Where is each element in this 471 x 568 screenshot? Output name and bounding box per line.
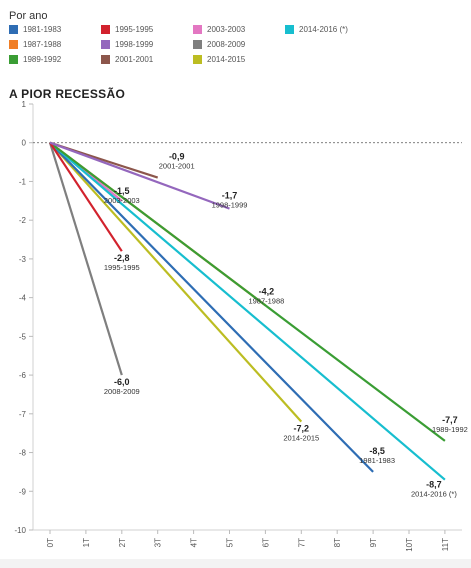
data-label-period: 2008-2009 [104, 387, 140, 396]
legend-swatch [193, 40, 202, 49]
x-tick-label: 1T [82, 538, 91, 547]
legend-label: 2014-2015 [207, 55, 246, 64]
series-line [49, 141, 446, 442]
data-label-period: 2014-2016 (*) [411, 490, 457, 499]
legend-item[interactable]: 1989-1992 [9, 55, 61, 64]
x-tick-label: 10T [405, 538, 414, 552]
data-label-value: -7,2 [294, 424, 310, 434]
data-label-period: 2003-2003 [104, 196, 140, 205]
x-tick-label: 9T [369, 538, 378, 547]
y-tick-label: -9 [19, 487, 27, 496]
x-tick-label: 5T [226, 538, 235, 547]
series-line [49, 142, 123, 252]
data-label-period: 1998-1999 [212, 201, 248, 210]
legend-swatch [285, 25, 294, 34]
legend-label: 2014-2016 (*) [299, 25, 348, 34]
y-tick-label: -2 [19, 216, 27, 225]
legend-item[interactable]: 2014-2016 (*) [285, 25, 348, 34]
legend-title: Por ano [9, 10, 48, 22]
series-line [49, 141, 303, 423]
data-label-value: -4,2 [259, 286, 275, 296]
legend-label: 1981-1983 [23, 25, 62, 34]
x-tick-label: 11T [441, 538, 450, 551]
legend-item[interactable]: 2003-2003 [193, 25, 245, 34]
data-label-period: 2001-2001 [159, 162, 195, 171]
legend-swatch [193, 25, 202, 34]
legend-label: 2001-2001 [115, 55, 154, 64]
data-label-period: 1995-1995 [104, 263, 140, 272]
chart-title: A PIOR RECESSÃO [9, 87, 126, 101]
data-label-value: -1,5 [114, 186, 130, 196]
y-tick-label: 0 [22, 139, 27, 148]
data-label-period: 2014-2015 [283, 434, 319, 443]
legend-swatch [101, 25, 110, 34]
legend-label: 2008-2009 [207, 40, 246, 49]
data-label-value: -6,0 [114, 377, 130, 387]
data-label-value: -8,5 [369, 446, 385, 456]
legend-swatch [9, 40, 18, 49]
legend-label: 1987-1988 [23, 40, 62, 49]
legend-label: 1989-1992 [23, 55, 62, 64]
x-tick-label: 8T [333, 538, 342, 547]
legend-item[interactable]: 1995-1995 [101, 25, 153, 34]
legend-item[interactable]: 2001-2001 [101, 55, 153, 64]
legend-item[interactable]: 2014-2015 [193, 55, 245, 64]
legend-swatch [9, 55, 18, 64]
data-label-value: -2,8 [114, 253, 130, 263]
data-label-period: 1987-1988 [248, 296, 284, 305]
y-tick-label: -1 [19, 177, 27, 186]
x-tick-label: 7T [297, 538, 306, 547]
legend-item[interactable]: 1981-1983 [9, 25, 61, 34]
legend-swatch [101, 40, 110, 49]
data-label-value: -0,9 [169, 152, 185, 162]
series-line [48, 142, 123, 376]
legend: 1981-1983 1987-1988 1989-1992 1995-1995 1998… [9, 25, 469, 67]
x-tick-label: 2T [118, 538, 127, 547]
footer-band [0, 559, 471, 568]
legend-label: 1998-1999 [115, 40, 154, 49]
data-label-value: -1,7 [222, 191, 238, 201]
y-tick-label: 1 [22, 100, 27, 109]
x-tick-label: 3T [154, 538, 163, 547]
data-label-period: 1989-1992 [432, 425, 468, 434]
series-line [49, 141, 230, 210]
series-line [49, 141, 374, 473]
y-tick-label: -3 [19, 255, 27, 264]
legend-swatch [9, 25, 18, 34]
legend-item[interactable]: 2008-2009 [193, 40, 245, 49]
legend-label: 2003-2003 [207, 25, 246, 34]
x-tick-label: 0T [46, 538, 55, 547]
legend-swatch [193, 55, 202, 64]
y-tick-label: -6 [19, 371, 27, 380]
legend-label: 1995-1995 [115, 25, 154, 34]
legend-item[interactable]: 1987-1988 [9, 40, 61, 49]
data-label-period: 1981-1983 [359, 456, 395, 465]
x-tick-label: 4T [190, 538, 199, 547]
series-line [49, 141, 446, 481]
legend-swatch [101, 55, 110, 64]
y-tick-label: -4 [19, 294, 27, 303]
data-label-value: -8,7 [426, 480, 442, 490]
y-tick-label: -5 [19, 332, 27, 341]
data-label-value: -7,7 [442, 415, 458, 425]
y-tick-label: -8 [19, 449, 27, 458]
y-tick-label: -10 [14, 526, 26, 535]
legend-item[interactable]: 1998-1999 [101, 40, 153, 49]
x-tick-label: 6T [261, 538, 270, 547]
y-tick-label: -7 [19, 410, 27, 419]
